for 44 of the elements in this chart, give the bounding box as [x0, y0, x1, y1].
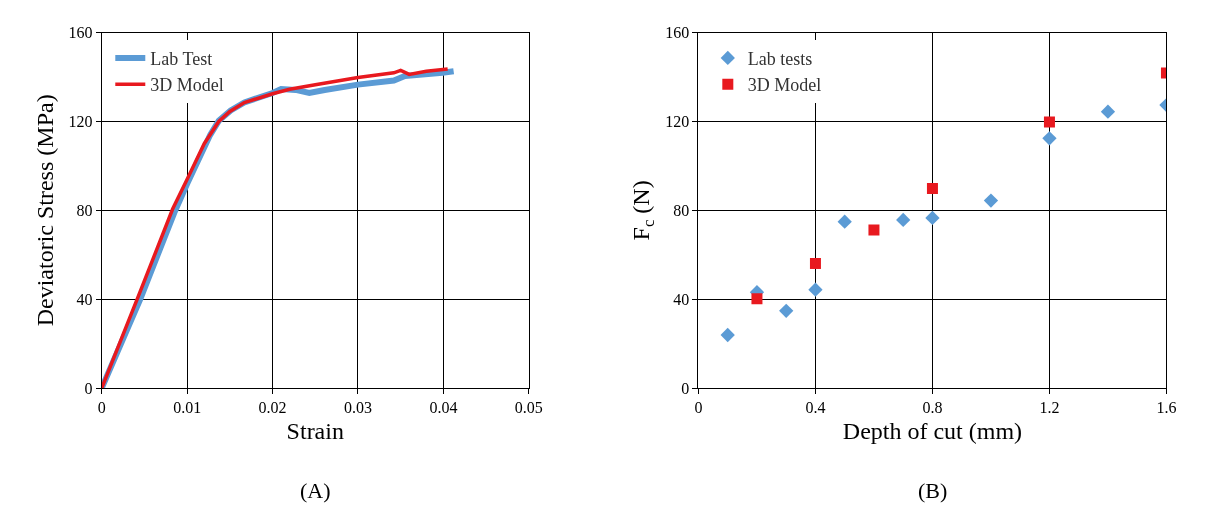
- legend-label: 3D Model: [150, 75, 224, 96]
- point: [751, 293, 763, 305]
- x-axis-title: Depth of cut (mm): [842, 417, 1023, 444]
- text: (A): [300, 478, 331, 503]
- y-tick-label: 80: [76, 201, 93, 219]
- text: (B): [918, 478, 948, 503]
- x-tick-label: 0.03: [343, 399, 372, 417]
- point: [926, 183, 938, 195]
- y-axis-title: Deviatoric Stress (MPa): [31, 94, 58, 327]
- point: [1042, 131, 1057, 146]
- point: [1100, 104, 1116, 119]
- legend-label: Lab Test: [150, 48, 213, 69]
- point: [720, 327, 735, 343]
- point: [1043, 116, 1055, 128]
- legend-label: 3D Model: [747, 75, 822, 96]
- x-tick-label: 0.4: [805, 399, 826, 417]
- x-tick-label: 0.8: [922, 399, 943, 417]
- y-tick-label: 80: [673, 201, 690, 219]
- y-tick-label: 40: [76, 290, 93, 308]
- x-tick-label: 0: [97, 399, 106, 417]
- y-tick-label: 0: [84, 379, 93, 397]
- y-tick-label: 120: [68, 113, 93, 131]
- y-tick-label: 40: [673, 290, 690, 308]
- point: [896, 212, 911, 228]
- y-tick-label: 160: [665, 24, 690, 42]
- y-tick-label: 0: [681, 379, 690, 397]
- x-tick-label: 1.6: [1156, 399, 1177, 417]
- x-tick-label: 0.05: [514, 399, 543, 417]
- y-tick-label: 160: [68, 24, 93, 42]
- point: [837, 214, 852, 229]
- x-axis-title: Strain: [286, 417, 344, 444]
- x-tick-label: 0.04: [429, 399, 458, 417]
- point: [809, 257, 821, 269]
- legend-label: Lab tests: [747, 48, 813, 69]
- x-tick-label: 0: [694, 399, 703, 417]
- x-tick-label: 1.2: [1039, 399, 1060, 417]
- point: [779, 303, 794, 318]
- point: [868, 224, 880, 236]
- x-tick-label: 0.02: [258, 399, 287, 417]
- point: [925, 210, 940, 226]
- point: [983, 193, 999, 208]
- y-tick-label: 120: [665, 113, 690, 131]
- point: [808, 282, 823, 297]
- x-tick-label: 0.01: [173, 399, 202, 417]
